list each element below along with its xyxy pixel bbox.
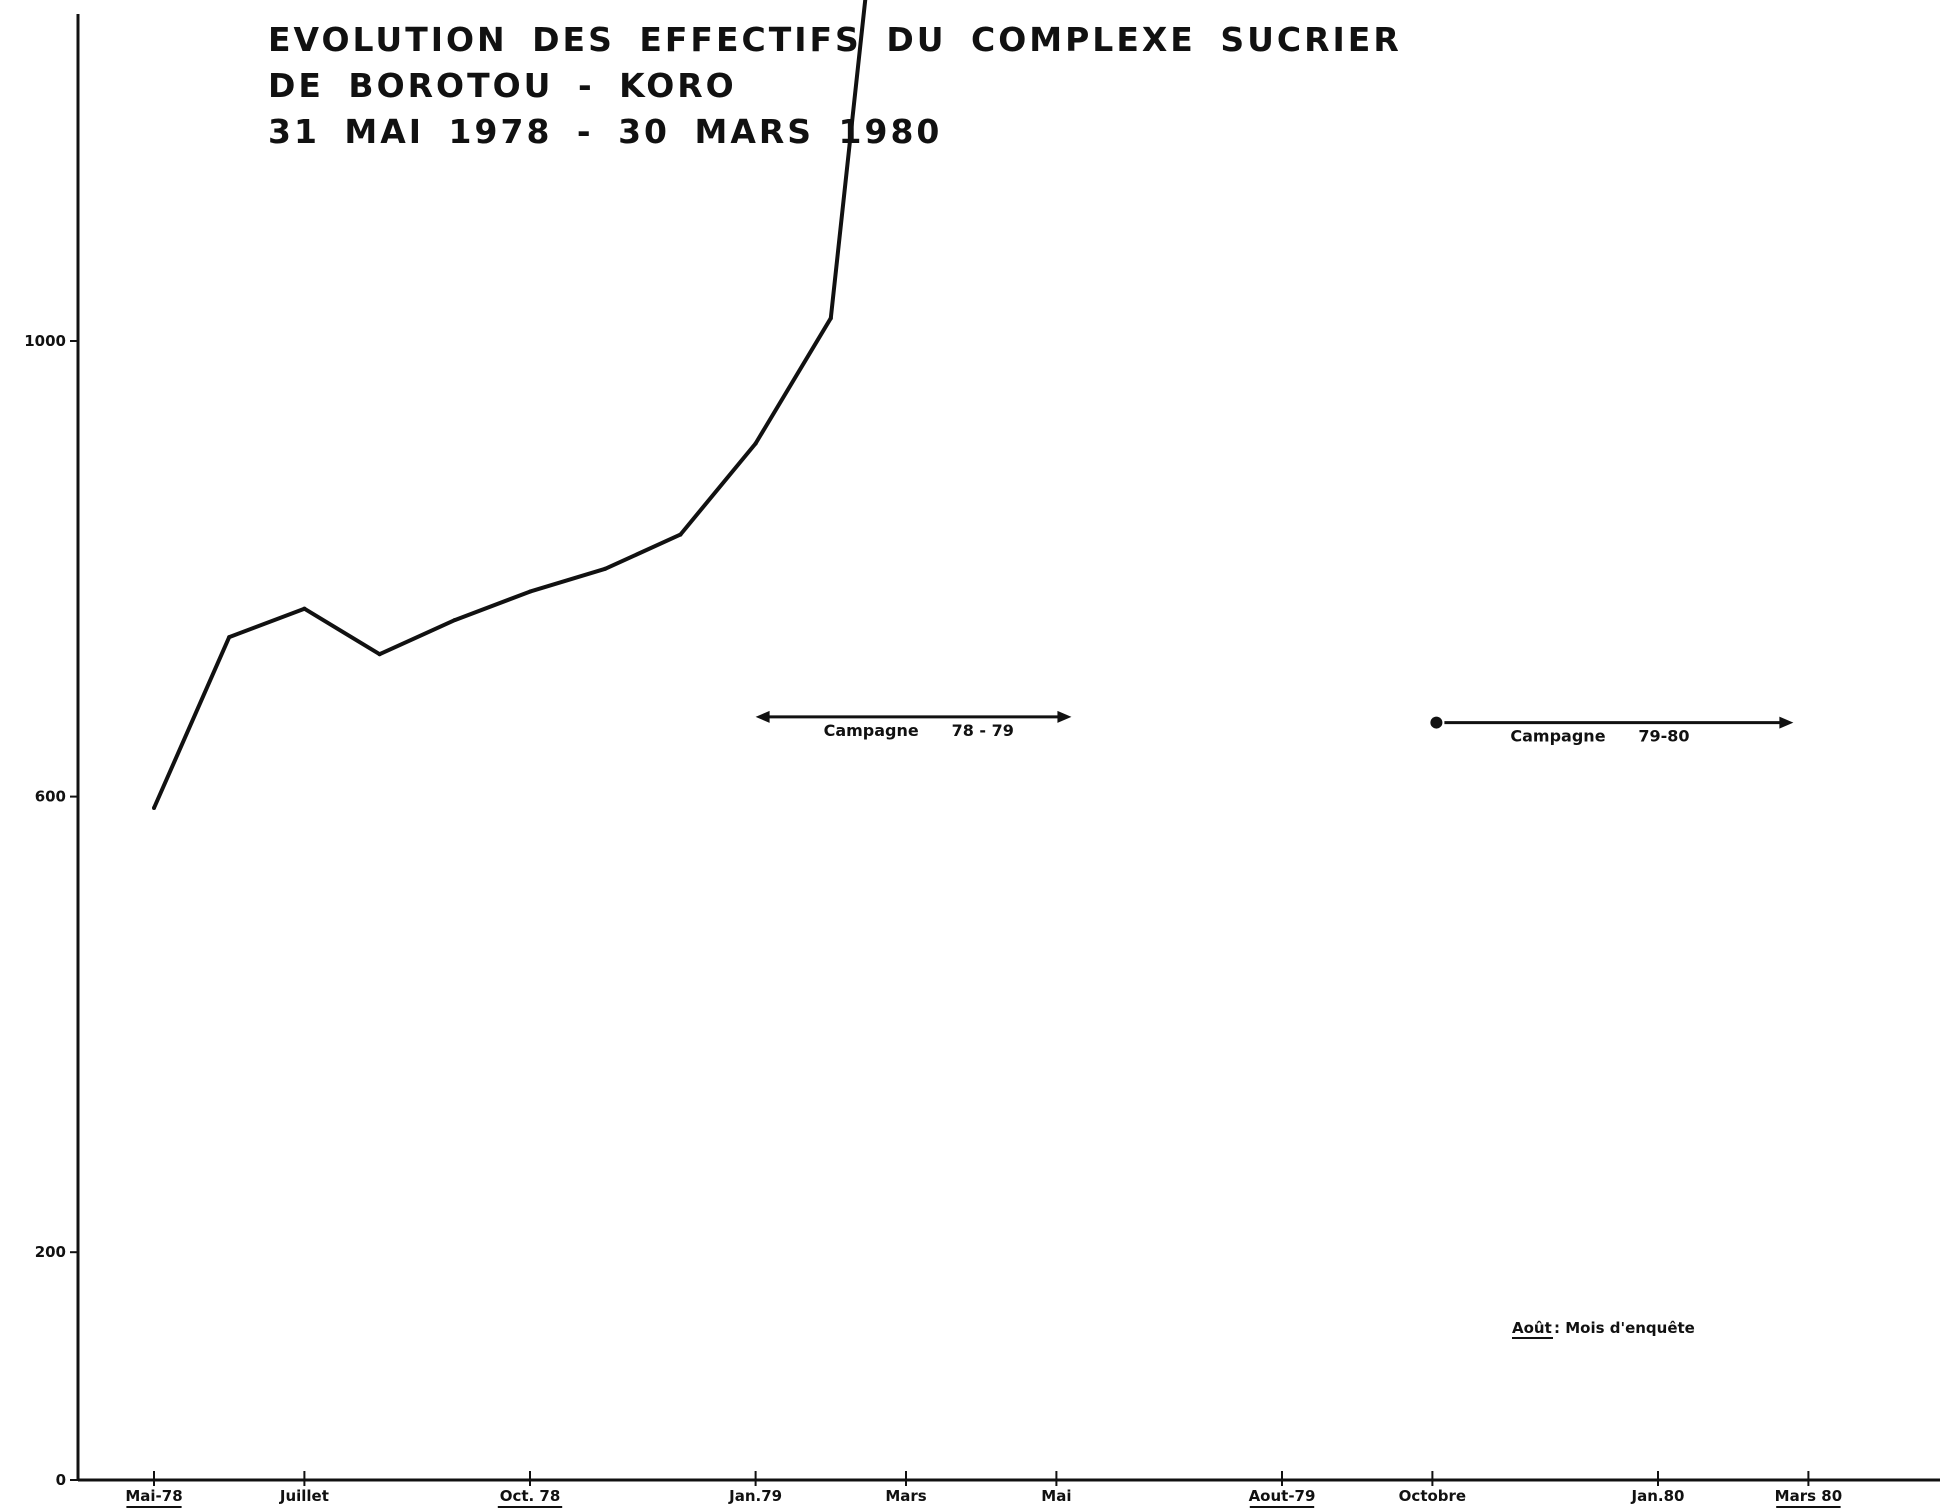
legend-keyword: Août <box>1512 1319 1552 1337</box>
y-tick-label: 200 <box>35 1243 66 1261</box>
series-layer <box>152 0 868 810</box>
x-tick-label: Mars 80 <box>1775 1487 1842 1505</box>
y-tick-label: 1000 <box>24 332 66 350</box>
campaign-period: 78 - 79 <box>952 721 1014 740</box>
x-tick-label: Oct. 78 <box>500 1487 561 1505</box>
data-point <box>227 635 232 640</box>
legend-note: Août: Mois d'enquête <box>1512 1319 1695 1339</box>
campaign-arrow-start-dot <box>1430 716 1443 729</box>
campaign-arrow-head-right <box>1779 716 1794 729</box>
campaign-arrow-head-right <box>1057 710 1072 723</box>
data-point <box>828 316 833 321</box>
data-point <box>302 606 307 611</box>
y-axis-ticks: 0200600100016002000 <box>24 332 78 1489</box>
campaign-period: 79-80 <box>1638 727 1689 746</box>
series-line <box>152 0 868 809</box>
legend-text: : Mois d'enquête <box>1554 1319 1695 1337</box>
x-tick-label: Mai <box>1041 1487 1071 1505</box>
chart-title-line-3: 31 MAI 1978 - 30 MARS 1980 <box>268 112 943 151</box>
data-point <box>603 566 608 571</box>
y-tick-label: 0 <box>56 1471 66 1489</box>
campaign-label: Campagne <box>824 721 919 740</box>
x-tick-label: Juillet <box>279 1487 329 1505</box>
data-point <box>753 441 758 446</box>
axes <box>76 14 1940 1482</box>
campaign-arrow-head-left <box>755 710 770 723</box>
data-point <box>377 652 382 657</box>
x-tick-label: Jan.80 <box>1631 1487 1685 1505</box>
data-point <box>452 618 457 623</box>
x-tick-label: Mars <box>885 1487 926 1505</box>
campaign-annotations: Campagne 78 - 79 Campagne 79-80 <box>755 710 1794 746</box>
data-point <box>152 805 156 810</box>
y-tick-label: 600 <box>35 788 66 806</box>
x-tick-label: Octobre <box>1399 1487 1466 1505</box>
data-point <box>678 532 683 537</box>
x-tick-label: Jan.79 <box>728 1487 782 1505</box>
campaign-label: Campagne <box>1510 727 1605 746</box>
data-point <box>528 589 532 594</box>
x-axis-ticks: Mai-78 Juillet Oct. 78 Jan.79 Mars Mai Aout-79… <box>125 1471 1842 1508</box>
x-tick-label: Aout-79 <box>1249 1487 1316 1505</box>
x-tick-label: Mai-78 <box>125 1487 182 1505</box>
chart-title-line-2: DE BOROTOU - KORO <box>268 66 737 105</box>
chart-title-line-1: EVOLUTION DES EFFECTIFS DU COMPLEXE SUCR… <box>268 20 1402 59</box>
